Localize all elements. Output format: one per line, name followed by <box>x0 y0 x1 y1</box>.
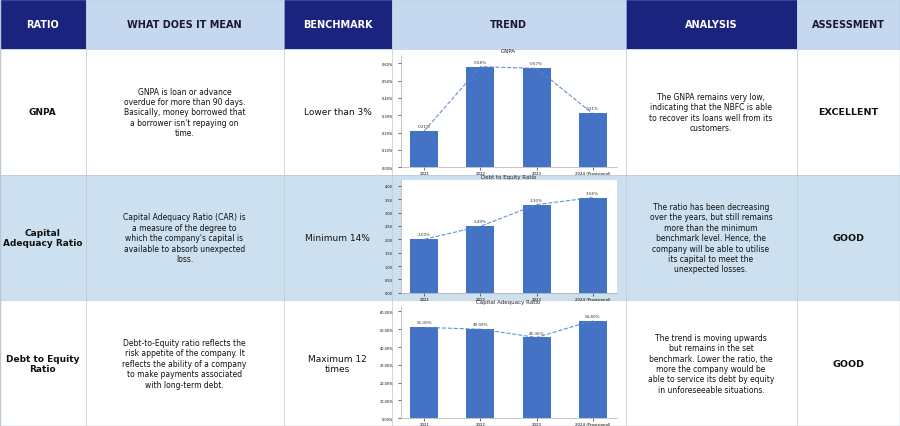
Text: BENCHMARK: BENCHMARK <box>302 20 373 30</box>
Bar <box>579 321 607 418</box>
Bar <box>626 0 796 50</box>
Text: TREND: TREND <box>490 20 527 30</box>
Bar <box>392 0 626 50</box>
Bar <box>523 69 551 168</box>
Text: GNPA is loan or advance
overdue for more than 90 days.
Basically, money borrowed: GNPA is loan or advance overdue for more… <box>124 87 245 138</box>
Text: Debt to Equity
Ratio: Debt to Equity Ratio <box>6 354 79 373</box>
Text: 45.36%: 45.36% <box>529 331 544 335</box>
Text: 3.30%: 3.30% <box>530 198 543 202</box>
Text: Capital
Adequacy Ratio: Capital Adequacy Ratio <box>3 228 83 248</box>
Text: Lower than 3%: Lower than 3% <box>303 108 372 117</box>
Text: The trend is moving upwards
but remains in the set
benchmark. Lower the ratio, t: The trend is moving upwards but remains … <box>648 333 774 394</box>
Text: 51.00%: 51.00% <box>417 321 432 325</box>
Bar <box>0 301 900 426</box>
Text: The GNPA remains very low,
indicating that the NBFC is able
to recover its loans: The GNPA remains very low, indicating th… <box>649 92 773 133</box>
Text: 0.21%: 0.21% <box>418 124 431 129</box>
Text: RATIO: RATIO <box>26 20 59 30</box>
Text: 0.57%: 0.57% <box>530 62 543 66</box>
Text: Debt-to-Equity ratio reflects the
risk appetite of the company. It
reflects the : Debt-to-Equity ratio reflects the risk a… <box>122 338 247 389</box>
Title: GNPA: GNPA <box>501 49 516 54</box>
Text: 2.49%: 2.49% <box>474 220 487 224</box>
Bar <box>466 329 494 418</box>
Text: 0.31%: 0.31% <box>586 107 599 111</box>
Text: GOOD: GOOD <box>832 359 864 368</box>
Text: 54.80%: 54.80% <box>585 314 600 318</box>
Bar <box>284 0 392 50</box>
Text: The ratio has been decreasing
over the years, but still remains
more than the mi: The ratio has been decreasing over the y… <box>650 202 772 274</box>
Bar <box>410 132 438 168</box>
Bar <box>0 50 900 176</box>
Title: Capital Adequacy Ratio: Capital Adequacy Ratio <box>476 299 541 305</box>
Bar <box>410 240 438 293</box>
Text: 3.56%: 3.56% <box>586 191 599 195</box>
Text: 2.00%: 2.00% <box>418 233 431 237</box>
Bar <box>796 0 900 50</box>
Text: EXCELLENT: EXCELLENT <box>818 108 878 117</box>
Text: Minimum 14%: Minimum 14% <box>305 233 370 243</box>
Bar <box>410 328 438 418</box>
Text: ANALYSIS: ANALYSIS <box>685 20 737 30</box>
Text: Capital Adequacy Ratio (CAR) is
a measure of the degree to
which the company's c: Capital Adequacy Ratio (CAR) is a measur… <box>123 213 246 263</box>
Text: WHAT DOES IT MEAN: WHAT DOES IT MEAN <box>127 20 242 30</box>
Bar <box>0 176 900 301</box>
Text: Maximum 12
times: Maximum 12 times <box>308 354 367 373</box>
Bar <box>86 0 284 50</box>
Bar <box>0 0 86 50</box>
Text: GOOD: GOOD <box>832 233 864 243</box>
Text: 0.58%: 0.58% <box>474 60 487 64</box>
Bar <box>579 114 607 168</box>
Title: Debt to Equity Ratio: Debt to Equity Ratio <box>481 174 536 179</box>
Bar <box>579 198 607 293</box>
Text: ASSESSMENT: ASSESSMENT <box>812 20 885 30</box>
Text: 49.99%: 49.99% <box>472 322 488 326</box>
Text: GNPA: GNPA <box>29 108 57 117</box>
Bar <box>523 338 551 418</box>
Bar <box>466 67 494 168</box>
Bar <box>466 227 494 293</box>
Bar <box>523 205 551 293</box>
